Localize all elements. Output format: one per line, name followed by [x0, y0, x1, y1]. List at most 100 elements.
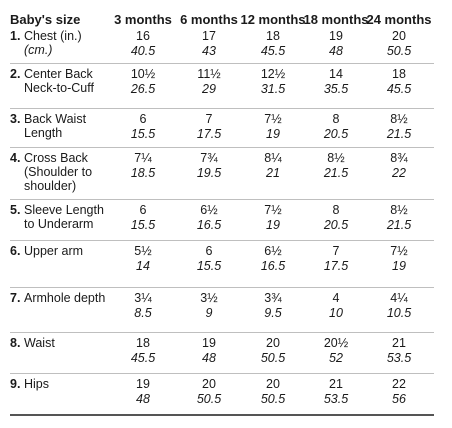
row-label-text: Hips: [24, 377, 50, 391]
row-number: 5.: [10, 203, 21, 217]
inches-value: 21: [392, 336, 406, 350]
row-label-continuation: Length: [24, 126, 63, 140]
cm-value: 40.5: [130, 44, 156, 58]
cm-value: 21.5: [386, 127, 412, 141]
cm-value: 19: [392, 259, 406, 273]
cm-value: 19: [266, 218, 280, 232]
table-row: 8. Waist 18 45.5 19 48 20 50.5 20½ 52 21 53.5: [10, 333, 434, 374]
row-label-text: Armhole depth: [24, 291, 106, 305]
inches-value: 3¼: [134, 291, 152, 305]
cm-value: 20.5: [323, 218, 349, 232]
cm-value: 53.5: [323, 392, 349, 406]
row-number: 6.: [10, 244, 21, 258]
row-label: 3. Back Waist Length: [10, 112, 86, 140]
cm-value: 19.5: [196, 166, 222, 180]
inches-value: 20: [202, 377, 216, 391]
inches-value: 8¾: [390, 151, 408, 165]
row-label: 1. Chest (in.) (cm.): [10, 29, 82, 57]
cm-value: 29: [202, 82, 216, 96]
table-row: 5. Sleeve Length to Underarm 6 15.5 6½ 16.5 7½ 1…: [10, 200, 434, 241]
inches-value: 7½: [264, 203, 282, 217]
inches-value: 20: [266, 336, 280, 350]
cm-value: 50.5: [260, 351, 286, 365]
inches-value: 18: [136, 336, 150, 350]
header-col-3-months: 3 months: [114, 12, 172, 27]
inches-value: 6½: [200, 203, 218, 217]
header-label: Baby's size: [10, 12, 81, 27]
cm-value: 35.5: [323, 82, 349, 96]
cm-value: 50.5: [260, 392, 286, 406]
row-label-text: Cross Back: [24, 151, 88, 165]
row-label-continuation: shoulder): [24, 179, 77, 193]
inches-value: 7¾: [200, 151, 218, 165]
inches-value: 8½: [390, 203, 408, 217]
row-number: 1.: [10, 29, 21, 43]
cm-value: 21.5: [323, 166, 349, 180]
inches-value: 8: [332, 112, 340, 126]
inches-value: 18: [392, 67, 406, 81]
inches-value: 19: [329, 29, 343, 43]
inches-value: 20½: [323, 336, 349, 350]
inches-value: 19: [136, 377, 150, 391]
inches-value: 19: [202, 336, 216, 350]
inches-value: 8¼: [264, 151, 282, 165]
cm-value: 50.5: [196, 392, 222, 406]
inches-value: 6½: [264, 244, 282, 258]
row-label: 4. Cross Back (Shoulder to shoulder): [10, 151, 92, 193]
cm-value: 48: [329, 44, 343, 58]
cm-value: 53.5: [386, 351, 412, 365]
row-label-continuation: (cm.): [24, 43, 53, 57]
inches-value: 3¾: [264, 291, 282, 305]
inches-value: 8: [332, 203, 340, 217]
inches-value: 7½: [264, 112, 282, 126]
cm-value: 19: [266, 127, 280, 141]
row-label-text: Center Back: [24, 67, 93, 81]
cm-value: 43: [202, 44, 216, 58]
cm-value: 22: [392, 166, 406, 180]
table-body: 1. Chest (in.) (cm.) 16 40.5 17 43 18 45.5 19 48 20…: [10, 26, 434, 416]
header-col-24-months: 24 months: [366, 12, 432, 27]
row-number: 8.: [10, 336, 21, 350]
cm-value: 15.5: [196, 259, 222, 273]
row-label-continuation: (Shoulder to: [24, 165, 93, 179]
row-label: 2. Center Back Neck-to-Cuff: [10, 67, 94, 95]
inches-value: 5½: [134, 244, 152, 258]
row-label: 6. Upper arm: [10, 244, 83, 258]
cm-value: 48: [136, 392, 150, 406]
inches-value: 7½: [390, 244, 408, 258]
row-label-text: Waist: [24, 336, 55, 350]
cm-value: 15.5: [130, 127, 156, 141]
table-row: 3. Back Waist Length 6 15.5 7 17.5 7½ 19 8 20.5 8½ 2…: [10, 109, 434, 148]
cm-value: 9.5: [264, 306, 282, 320]
inches-value: 8½: [390, 112, 408, 126]
cm-value: 15.5: [130, 218, 156, 232]
row-number: 3.: [10, 112, 21, 126]
inches-value: 12½: [260, 67, 286, 81]
row-number: 7.: [10, 291, 21, 305]
row-number: 4.: [10, 151, 21, 165]
inches-value: 11½: [197, 67, 221, 81]
inches-value: 20: [266, 377, 280, 391]
inches-value: 4¼: [390, 291, 408, 305]
inches-value: 8½: [327, 151, 345, 165]
table-row: 4. Cross Back (Shoulder to shoulder) 7¼ 18.5 7…: [10, 148, 434, 200]
header-col-12-months: 12 months: [240, 12, 306, 27]
cm-value: 9: [205, 306, 213, 320]
cm-value: 56: [392, 392, 406, 406]
cm-value: 14: [136, 259, 150, 273]
cm-value: 8.5: [134, 306, 152, 320]
cm-value: 16.5: [196, 218, 222, 232]
row-label-text: Chest (in.): [24, 29, 82, 43]
table-row: 7. Armhole depth 3¼ 8.5 3½ 9 3¾ 9.5 4 10 4¼ 10.5: [10, 288, 434, 333]
cm-value: 18.5: [130, 166, 156, 180]
cm-value: 48: [202, 351, 216, 365]
inches-value: 14: [329, 67, 343, 81]
table-row: 9. Hips 19 48 20 50.5 20 50.5 21 53.5 22 56: [10, 374, 434, 416]
table-header: Baby's size 3 months 6 months 12 months …: [10, 12, 434, 27]
inches-value: 4: [332, 291, 340, 305]
row-label-text: Upper arm: [24, 244, 84, 258]
row-number: 9.: [10, 377, 21, 391]
row-number: 2.: [10, 67, 21, 81]
cm-value: 31.5: [260, 82, 286, 96]
cm-value: 52: [329, 351, 343, 365]
